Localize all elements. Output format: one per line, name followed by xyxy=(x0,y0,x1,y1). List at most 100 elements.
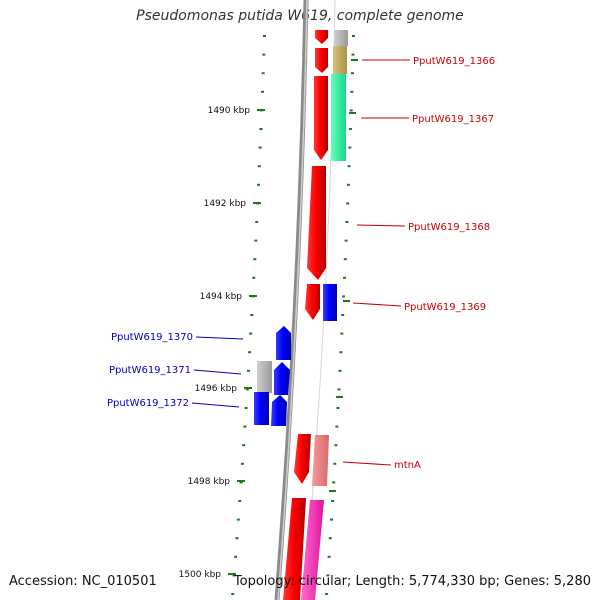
track-dot xyxy=(257,183,260,186)
gene-label-1366-text[interactable]: PputW619_1366 xyxy=(413,56,495,67)
track-dot xyxy=(252,276,256,279)
gene-label-1370[interactable]: PputW619_1370 xyxy=(111,332,244,343)
gene-block-1370[interactable] xyxy=(276,326,291,360)
accession-text: Accession: NC_010501 xyxy=(9,574,157,589)
scale-tick-1496: 1496 kbp xyxy=(195,384,252,394)
track-dot xyxy=(261,90,264,93)
track-dot xyxy=(232,574,236,577)
track-dot xyxy=(347,165,351,168)
gene-label-1368-text[interactable]: PputW619_1368 xyxy=(408,222,490,233)
gene-block-1372-left[interactable] xyxy=(254,392,269,425)
gene-label-1369-text[interactable]: PputW619_1369 xyxy=(404,302,486,313)
outer-dotted-track xyxy=(231,35,266,595)
track-dot xyxy=(345,221,349,223)
gene-label-1368[interactable]: PputW619_1368 xyxy=(356,222,490,233)
track-dot xyxy=(334,444,338,447)
track-dot xyxy=(263,35,266,37)
scale-label-1496: 1496 kbp xyxy=(195,384,238,394)
scale-label-1500: 1500 kbp xyxy=(179,570,222,580)
gene-block-1369a[interactable] xyxy=(305,284,320,320)
track-dot xyxy=(333,462,337,465)
gene-label-mtnA-text[interactable]: mtnA xyxy=(394,460,421,471)
gene-block-mtnA[interactable] xyxy=(294,434,311,484)
gene-block-1372[interactable] xyxy=(271,395,287,426)
track-dot xyxy=(231,593,235,595)
track-dot xyxy=(332,481,336,484)
feature-blue-1369[interactable] xyxy=(323,284,337,321)
track-dot xyxy=(236,518,240,521)
map-title: Pseudomonas putida W619, complete genome xyxy=(136,8,464,24)
track-dot xyxy=(350,90,354,93)
track-dot xyxy=(338,369,342,372)
gene-block-1366[interactable] xyxy=(315,48,328,73)
track-dot xyxy=(240,462,244,465)
track-dot xyxy=(254,239,258,242)
scale-tick-1490: 1490 kbp xyxy=(208,106,265,116)
track-dot xyxy=(350,72,354,75)
gene-label-1367[interactable]: PputW619_1367 xyxy=(361,114,494,125)
track-dot xyxy=(245,388,249,391)
scale-label-1492: 1492 kbp xyxy=(204,199,247,209)
track-dot xyxy=(234,555,238,558)
track-dot xyxy=(343,258,347,261)
gene-label-1366[interactable]: PputW619_1366 xyxy=(362,56,495,67)
track-dot xyxy=(346,202,350,205)
track-dot xyxy=(257,165,261,168)
genome-backbone-highlight xyxy=(277,0,308,600)
track-dot xyxy=(327,555,331,558)
gene-label-1367-text[interactable]: PputW619_1367 xyxy=(412,114,494,125)
track-dot xyxy=(330,518,333,521)
feature-olive-1366 xyxy=(333,46,347,74)
track-dot xyxy=(328,537,332,540)
feature-pink-mtnA xyxy=(312,435,329,486)
gene-label-mtnA[interactable]: mtnA xyxy=(342,460,421,471)
track-dot xyxy=(262,53,266,56)
track-dot xyxy=(336,407,340,409)
feature-grey-top xyxy=(334,30,348,46)
gene-block-1371-grey xyxy=(257,361,272,393)
gene-block-1365[interactable] xyxy=(315,30,328,44)
track-dot xyxy=(325,593,329,595)
scale-label-1498: 1498 kbp xyxy=(188,477,231,487)
track-dot xyxy=(248,351,252,354)
track-dot xyxy=(344,239,348,242)
track-dot xyxy=(235,537,239,540)
genome-backbone xyxy=(274,0,309,600)
gene-block-1371[interactable] xyxy=(274,362,290,395)
gene-block-1368[interactable] xyxy=(307,166,326,280)
gene-block-1374[interactable] xyxy=(283,498,306,600)
feature-green-1367 xyxy=(331,74,346,161)
scale-tick-1494: 1494 kbp xyxy=(200,292,257,302)
track-dot xyxy=(238,500,242,502)
track-dot xyxy=(337,388,341,391)
summary-text: Topology: circular; Length: 5,774,330 bp… xyxy=(233,574,591,589)
gene-label-1369[interactable]: PputW619_1369 xyxy=(352,302,486,313)
track-dot xyxy=(253,258,257,261)
inner-dotted-track xyxy=(325,35,355,595)
gene-block-1367[interactable] xyxy=(314,76,328,160)
track-dot xyxy=(346,183,350,186)
track-dot xyxy=(352,35,355,37)
track-dot xyxy=(348,146,352,149)
scale-label-1494: 1494 kbp xyxy=(200,292,243,302)
scale-tick-1500: 1500 kbp xyxy=(179,570,236,580)
track-dot xyxy=(349,109,353,112)
scale-label-1490: 1490 kbp xyxy=(208,106,251,116)
track-dot xyxy=(349,128,352,130)
track-dot xyxy=(242,444,246,447)
track-dot xyxy=(335,425,339,428)
track-dot xyxy=(250,314,254,316)
gene-label-1370-text[interactable]: PputW619_1370 xyxy=(111,332,193,343)
track-dot xyxy=(341,314,345,316)
track-dot xyxy=(249,332,253,335)
gene-label-1371[interactable]: PputW619_1371 xyxy=(109,365,242,376)
gene-label-1371-text[interactable]: PputW619_1371 xyxy=(109,365,191,376)
track-dot xyxy=(243,425,247,428)
track-dot xyxy=(258,146,262,149)
feature-magenta-bottom xyxy=(301,500,324,600)
track-dot xyxy=(261,72,265,75)
gene-label-1372[interactable]: PputW619_1372 xyxy=(107,398,240,409)
gene-label-1372-text[interactable]: PputW619_1372 xyxy=(107,398,189,409)
track-dot xyxy=(343,276,346,279)
track-dot xyxy=(342,295,346,298)
